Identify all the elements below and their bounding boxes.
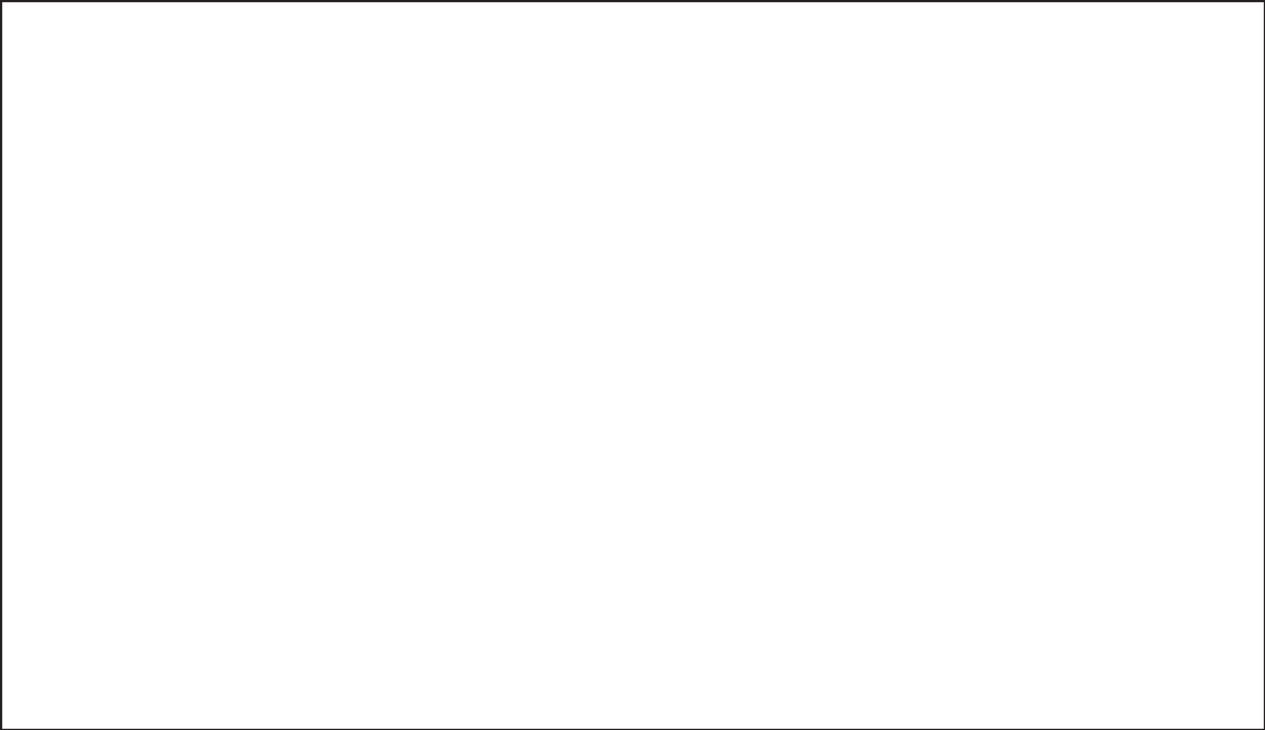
Text: −  May require more maintenance: − May require more maintenance [579,657,810,670]
Text: −  Does not accomodate two-way: − Does not accomodate two-way [231,212,458,224]
Text: way bikeways in each direction: way bikeways in each direction [929,508,1145,520]
Text: both sides of the street: both sides of the street [579,556,744,569]
Text: signalized intersections: signalized intersections [231,193,398,205]
Text: signalized intersections: signalized intersections [579,523,746,535]
Text: One-way Street: One-way Street [68,310,190,324]
Text: + May require fewer modifications to: + May require fewer modifications to [579,508,829,520]
Text: −  May be challenging to accommo-: − May be challenging to accommo- [579,609,821,622]
Text: space-constrained corridors where: space-constrained corridors where [238,572,492,586]
Text: signal timing, and turn phasing: signal timing, and turn phasing [929,279,1145,292]
Text: way operations and driver expectations: way operations and driver expectations [579,488,854,502]
Text: bikeways on one side of the street: bikeways on one side of the street [579,590,822,603]
Text: regularly observed.: regularly observed. [238,650,381,665]
Text: Not recommended. If there is: Not recommended. If there is [586,270,811,285]
Bar [38,130,220,460]
Text: Not recommended but a single: Not recommended but a single [238,540,466,555]
Text: Two-Way Street: Two-Way Street [68,612,190,626]
Bar [220,0,1265,55]
Text: on one side of the street: on one side of the street [579,687,756,700]
Text: side of the street.: side of the street. [586,320,722,335]
Text: provide similarly convenient travel: provide similarly convenient travel [238,603,493,618]
Text: bicycle travel and may encourage con-: bicycle travel and may encourage con- [231,226,506,239]
Text: + More consistent with existing road-: + More consistent with existing road- [231,144,482,157]
Text: One-way, one side of the street: One-way, one side of the street [278,85,510,100]
Text: − Drivers may not expect contra-flow: − Drivers may not expect contra-flow [929,196,1179,210]
Text: signal timing, and turn phasing: signal timing, and turn phasing [929,542,1145,555]
Bar [568,460,916,730]
Bar [916,460,1265,730]
Text: + May improve bikeway network: + May improve bikeway network [929,163,1147,176]
Text: + May require fewer modifications to: + May require fewer modifications to [231,177,481,191]
Text: − Only provides direct bicycle access to: − Only provides direct bicycle access to [929,231,1195,243]
Text: − Only provides direct bicycle access to: − Only provides direct bicycle access to [929,561,1195,574]
Text: install a two-way bikeway on one: install a two-way bikeway on one [586,303,840,318]
Text: One-way, two sides of the street: One-way, two sides of the street [622,85,861,100]
Text: connectivity: connectivity [929,177,1018,191]
Text: Two-Way, one side of the street: Two-Way, one side of the street [975,85,1206,100]
Text: there are few alternate routes that: there are few alternate routes that [238,587,493,602]
Text: ↑: ↑ [105,239,153,296]
Text: date space requirements in constrained: date space requirements in constrained [579,623,859,637]
Bar [0,130,38,730]
Text: ↑↓: ↑↓ [90,545,168,590]
Text: Street Configuration: Street Configuration [11,350,27,510]
Text: tions when connecting to one-way: tions when connecting to one-way [929,609,1166,622]
Bar [916,130,1265,460]
Bar [568,130,916,460]
Bar [916,55,1265,130]
Bar [220,55,568,130]
Text: resources than two-way bike facilities: resources than two-way bike facilities [579,672,844,685]
Text: ROWs: ROWs [579,638,632,651]
Text: + More consistent with existing road-: + More consistent with existing road- [579,474,830,487]
Bar [220,460,568,730]
Bar [38,460,220,730]
Text: + Provides two-way bicycle access: + Provides two-way bicycle access [929,144,1160,157]
Text: bicycle traffic: bicycle traffic [929,212,1027,224]
Text: − May require changes to signal heads,: − May require changes to signal heads, [929,264,1193,277]
Text: + Provides two-way bicycle access: + Provides two-way bicycle access [929,474,1160,487]
Text: − May require changes to signal heads,: − May require changes to signal heads, [929,527,1193,539]
Text: for people biking, and on streets: for people biking, and on streets [238,618,477,634]
Text: one side of the street: one side of the street [929,245,1080,258]
Text: space for bidirectional bike traffic: space for bidirectional bike traffic [586,287,844,301]
Text: − May require more complex transi-: − May require more complex transi- [929,594,1169,607]
Text: + Provides direct bicycle access to: + Provides direct bicycle access to [579,542,812,555]
Bar [568,55,916,130]
Text: −  Requires more space than two-way: − Requires more space than two-way [579,575,835,588]
Text: bicycle facilities: bicycle facilities [929,623,1044,637]
Text: contraflow lane may be installed in: contraflow lane may be installed in [238,556,496,571]
Text: way operations and driver expectations: way operations and driver expectations [231,158,506,172]
Bar [220,130,568,460]
Text: Protected Bikeway Type: Protected Bikeway Type [621,18,864,36]
Text: tra-flow travel in bike lane: tra-flow travel in bike lane [231,241,420,254]
Text: one side of the street: one side of the street [929,575,1080,588]
Text: + Often require less space than one-: + Often require less space than one- [929,493,1174,506]
Text: where existing contra-flow riding is: where existing contra-flow riding is [238,634,496,650]
